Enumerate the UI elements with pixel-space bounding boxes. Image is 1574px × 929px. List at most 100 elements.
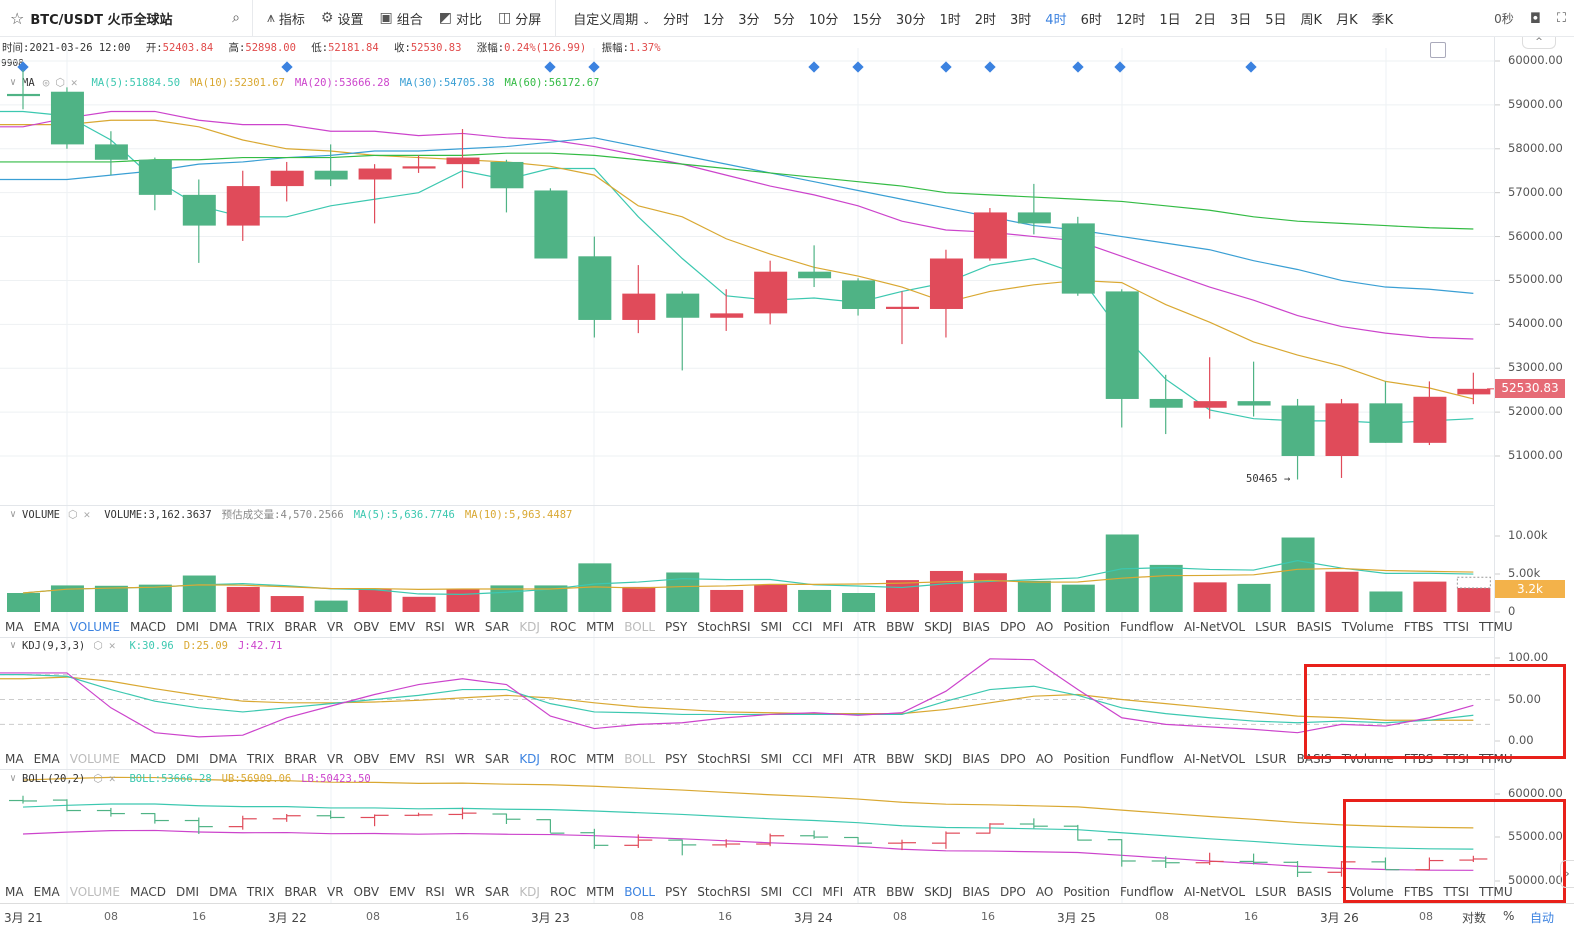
indicator-tab-ao[interactable]: AO — [1035, 885, 1054, 899]
indicator-tab-dma[interactable]: DMA — [209, 620, 237, 634]
period-1分[interactable]: 1分 — [702, 12, 725, 28]
indicator-tab-boll[interactable]: BOLL — [624, 620, 656, 634]
settings-hex-icon[interactable]: ⬡ — [93, 639, 103, 652]
indicator-tab-dpo[interactable]: DPO — [999, 752, 1026, 766]
compare-button[interactable]: ◩ 对比 — [439, 9, 482, 28]
indicator-tab-ttsi[interactable]: TTSI — [1443, 620, 1470, 634]
indicator-tab-vr[interactable]: VR — [326, 620, 344, 634]
indicator-tab-psy[interactable]: PSY — [665, 752, 688, 766]
indicator-tab-sar[interactable]: SAR — [484, 885, 510, 899]
settings-hex-icon[interactable]: ⬡ — [67, 508, 78, 521]
indicator-tab-mfi[interactable]: MFI — [822, 885, 844, 899]
indicator-tab-psy[interactable]: PSY — [665, 620, 688, 634]
indicator-tab-psy[interactable]: PSY — [665, 885, 688, 899]
indicator-tab-ao[interactable]: AO — [1035, 752, 1054, 766]
period-6时[interactable]: 6时 — [1080, 12, 1102, 28]
fullscreen-icon[interactable]: ⛶ — [1556, 11, 1566, 26]
indicator-tab-cci[interactable]: CCI — [792, 885, 813, 899]
indicator-tab-sar[interactable]: SAR — [484, 752, 510, 766]
indicator-tab-macd[interactable]: MACD — [129, 885, 166, 899]
indicator-tab-trix[interactable]: TRIX — [246, 885, 275, 899]
settings-button[interactable]: ⚙ 设置 — [321, 9, 364, 28]
indicator-tab-roc[interactable]: ROC — [549, 620, 577, 634]
period-月K[interactable]: 月K — [1336, 12, 1358, 28]
indicator-tab-kdj[interactable]: KDJ — [519, 752, 540, 766]
indicator-tab-ma[interactable]: MA — [5, 752, 24, 766]
close-icon[interactable]: ✕ — [108, 772, 116, 785]
period-5分[interactable]: 5分 — [773, 12, 795, 28]
indicator-tab-dpo[interactable]: DPO — [999, 620, 1026, 634]
indicator-tab-tvolume[interactable]: TVolume — [1341, 620, 1394, 634]
indicator-tab-ma[interactable]: MA — [5, 885, 24, 899]
axis-mode-1[interactable]: % — [1503, 909, 1515, 923]
indicator-tab-wr[interactable]: WR — [454, 752, 475, 766]
indicator-tab-ftbs[interactable]: FTBS — [1403, 620, 1434, 634]
indicator-tab-position[interactable]: Position — [1063, 620, 1111, 634]
indicator-tab-smi[interactable]: SMI — [760, 885, 783, 899]
indicator-tab-obv[interactable]: OBV — [353, 620, 380, 634]
indicator-tab-ftbs[interactable]: FTBS — [1403, 752, 1434, 766]
indicator-tab-skdj[interactable]: SKDJ — [924, 620, 953, 634]
indicator-tab-skdj[interactable]: SKDJ — [924, 752, 953, 766]
calendar-icon[interactable] — [1430, 42, 1446, 58]
close-icon[interactable]: ✕ — [70, 76, 78, 89]
indicator-tab-stochrsi[interactable]: StochRSI — [697, 620, 751, 634]
indicator-tab-ai-netvol[interactable]: AI-NetVOL — [1183, 752, 1246, 766]
indicator-tab-atr[interactable]: ATR — [853, 752, 877, 766]
period-12时[interactable]: 12时 — [1115, 12, 1146, 28]
chevron-down-icon[interactable]: ∨ — [10, 773, 17, 784]
indicator-tab-brar[interactable]: BRAR — [284, 752, 317, 766]
period-3日[interactable]: 3日 — [1229, 12, 1252, 28]
indicator-tab-dmi[interactable]: DMI — [175, 620, 200, 634]
indicator-tab-vr[interactable]: VR — [326, 752, 344, 766]
indicator-tab-tvolume[interactable]: TVolume — [1341, 752, 1394, 766]
indicator-tab-lsur[interactable]: LSUR — [1255, 752, 1287, 766]
indicator-tab-fundflow[interactable]: Fundflow — [1120, 885, 1174, 899]
indicator-tab-ftbs[interactable]: FTBS — [1403, 885, 1434, 899]
expand-right-button[interactable]: › — [1560, 860, 1574, 888]
indicator-tab-sar[interactable]: SAR — [484, 620, 510, 634]
indicator-tab-stochrsi[interactable]: StochRSI — [697, 752, 751, 766]
indicator-tab-ma[interactable]: MA — [5, 620, 24, 634]
eye-icon[interactable]: ◎ — [42, 76, 50, 89]
period-3分[interactable]: 3分 — [738, 12, 760, 28]
indicator-tab-macd[interactable]: MACD — [129, 620, 166, 634]
indicator-tab-cci[interactable]: CCI — [792, 620, 813, 634]
indicator-tab-kdj[interactable]: KDJ — [519, 885, 540, 899]
close-icon[interactable]: ✕ — [108, 639, 116, 652]
indicator-tab-obv[interactable]: OBV — [353, 752, 380, 766]
indicator-tab-basis[interactable]: BASIS — [1296, 620, 1332, 634]
screenshot-camera-icon[interactable]: ◘ — [1529, 10, 1541, 27]
indicator-tab-ttmu[interactable]: TTMU — [1479, 885, 1513, 899]
indicator-tab-volume[interactable]: VOLUME — [69, 620, 120, 634]
indicator-tab-ttsi[interactable]: TTSI — [1443, 752, 1470, 766]
axis-mode-0[interactable]: 对数 — [1462, 911, 1487, 925]
settings-hex-icon[interactable]: ⬡ — [93, 772, 103, 785]
indicator-tab-obv[interactable]: OBV — [353, 885, 380, 899]
indicator-tab-rsi[interactable]: RSI — [425, 885, 445, 899]
indicator-tab-emv[interactable]: EMV — [389, 885, 416, 899]
custom-period-dropdown[interactable]: 自定义周期 ⌄ — [573, 9, 650, 28]
indicator-tab-volume[interactable]: VOLUME — [69, 885, 120, 899]
indicator-tab-position[interactable]: Position — [1063, 885, 1111, 899]
indicator-tab-bbw[interactable]: BBW — [886, 620, 915, 634]
indicator-tab-ai-netvol[interactable]: AI-NetVOL — [1183, 885, 1246, 899]
indicator-tab-lsur[interactable]: LSUR — [1255, 885, 1287, 899]
indicator-tab-emv[interactable]: EMV — [389, 620, 416, 634]
indicator-tab-smi[interactable]: SMI — [760, 620, 783, 634]
period-10分[interactable]: 10分 — [808, 12, 839, 28]
indicator-tab-cci[interactable]: CCI — [792, 752, 813, 766]
indicator-tab-ttsi[interactable]: TTSI — [1443, 885, 1470, 899]
indicator-tab-bias[interactable]: BIAS — [962, 620, 990, 634]
indicator-tab-mfi[interactable]: MFI — [822, 620, 844, 634]
period-30分[interactable]: 30分 — [895, 12, 926, 28]
close-icon[interactable]: ✕ — [83, 508, 91, 521]
chevron-down-icon[interactable]: ∨ — [10, 509, 17, 520]
period-4时[interactable]: 4时 — [1045, 12, 1067, 28]
indicator-tab-mtm[interactable]: MTM — [586, 885, 615, 899]
axis-mode-2[interactable]: 自动 — [1530, 911, 1555, 925]
chevron-down-icon[interactable]: ∨ — [10, 640, 17, 651]
indicator-tab-wr[interactable]: WR — [454, 885, 475, 899]
indicator-tab-dma[interactable]: DMA — [209, 752, 237, 766]
period-周K[interactable]: 周K — [1300, 12, 1323, 28]
